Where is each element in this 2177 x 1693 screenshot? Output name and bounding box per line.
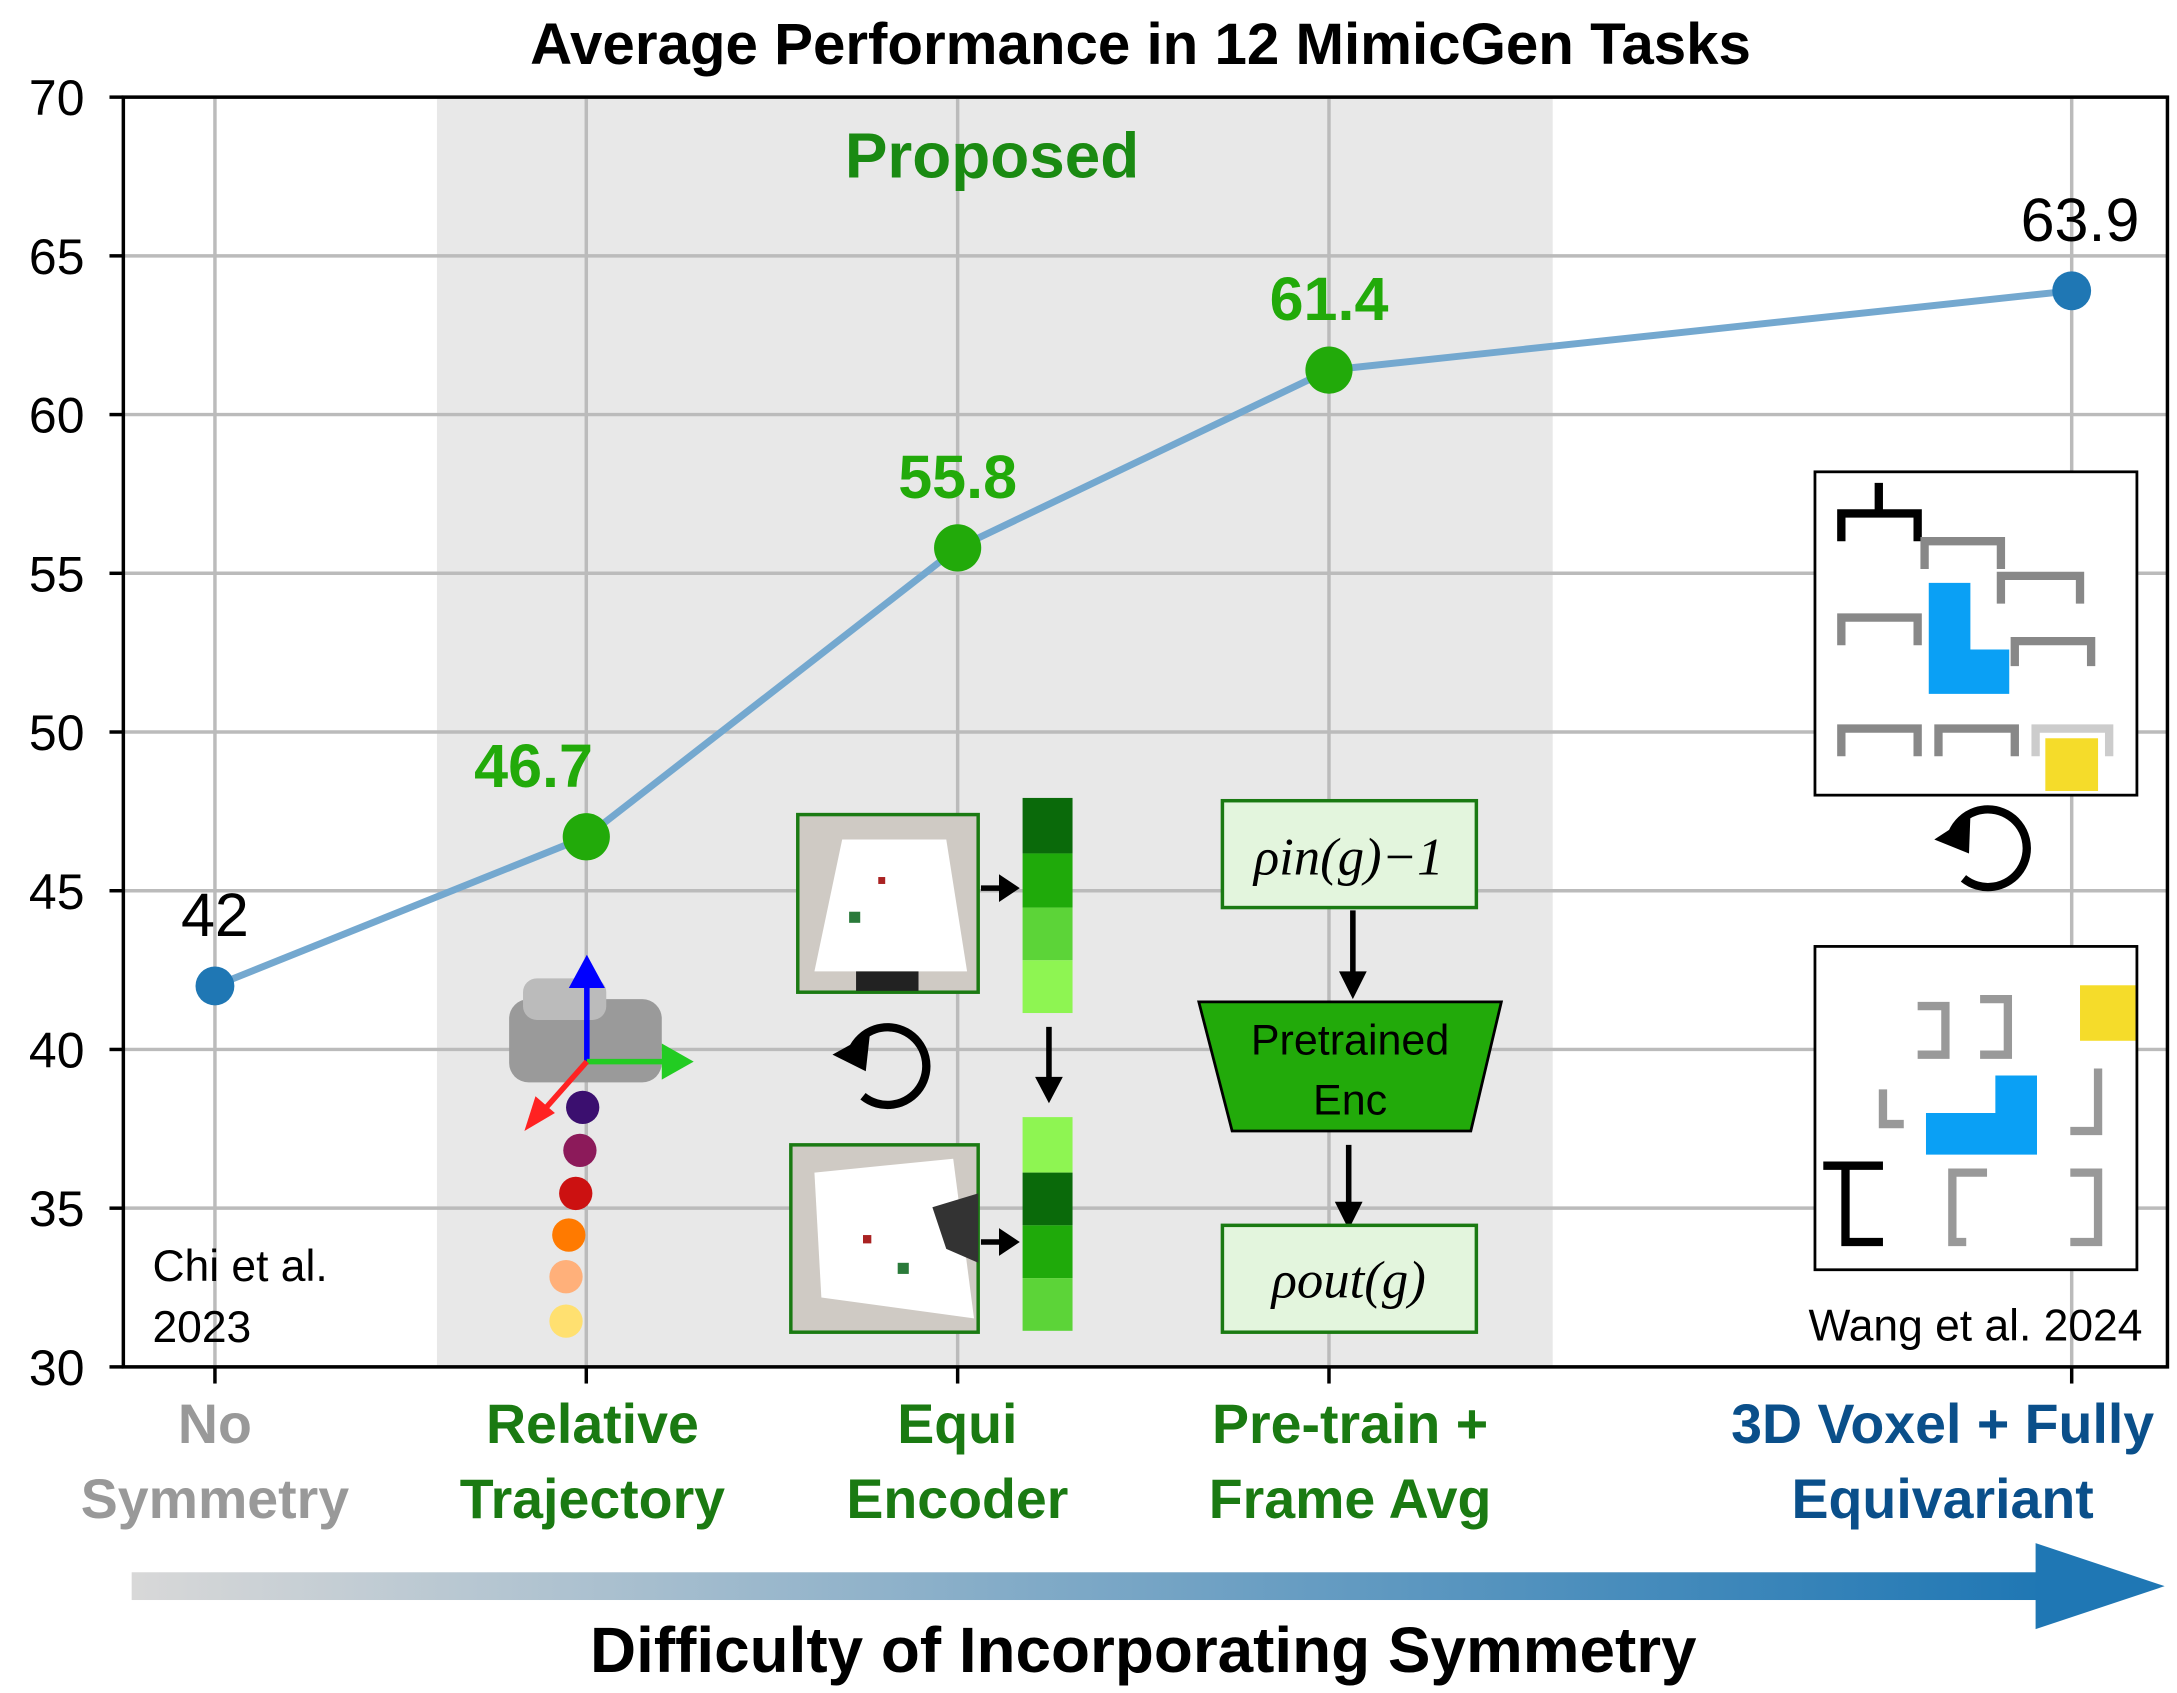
data-label: 61.4 bbox=[1270, 265, 1389, 333]
chi-ref-line2: 2023 bbox=[152, 1303, 251, 1352]
y-tick-label: 45 bbox=[29, 864, 85, 920]
proposed-label: Proposed bbox=[845, 120, 1139, 192]
robot-gripper-inset bbox=[509, 954, 694, 1338]
x-tick-label: Symmetry bbox=[81, 1468, 350, 1530]
data-point bbox=[1305, 346, 1353, 394]
chart-title: Average Performance in 12 MimicGen Tasks bbox=[530, 12, 1751, 77]
x-tick-label: Pre-train + bbox=[1212, 1393, 1488, 1455]
x-tick-label: 3D Voxel + Fully bbox=[1731, 1393, 2154, 1455]
data-label: 42 bbox=[181, 881, 249, 949]
y-tick-label: 35 bbox=[29, 1181, 85, 1237]
chi-ref-line1: Chi et al. bbox=[152, 1242, 327, 1291]
data-point bbox=[934, 524, 982, 572]
frame-avg-inset: ρin(g)−1 Pretrained Enc ρout(g) bbox=[1197, 798, 1504, 1334]
data-label: 55.8 bbox=[898, 443, 1017, 511]
data-point bbox=[2052, 271, 2092, 311]
svg-text:ρin(g)−1: ρin(g)−1 bbox=[1252, 828, 1444, 886]
equi-encoder-inset bbox=[789, 797, 1073, 1334]
x-tick-label: Relative bbox=[486, 1393, 699, 1455]
series-line-segment bbox=[584, 545, 960, 840]
x-tick-label: Encoder bbox=[846, 1468, 1068, 1530]
plot-frame bbox=[121, 95, 2170, 1369]
y-tick-label: 30 bbox=[29, 1340, 85, 1396]
y-tick-label: 70 bbox=[29, 70, 85, 126]
y-tick-label: 60 bbox=[29, 388, 85, 444]
data-label: 46.7 bbox=[474, 732, 593, 800]
y-tick-label: 40 bbox=[29, 1022, 85, 1078]
data-label: 63.9 bbox=[2021, 186, 2140, 254]
data-point bbox=[195, 966, 235, 1006]
svg-text:Enc: Enc bbox=[1313, 1076, 1387, 1124]
x-axis-label: Difficulty of Incorporating Symmetry bbox=[590, 1614, 1697, 1686]
data-point bbox=[562, 813, 610, 861]
y-tick-label: 50 bbox=[29, 705, 85, 761]
voxel-inset bbox=[1813, 470, 2139, 1272]
wang-ref: Wang et al. 2024 bbox=[1808, 1302, 2142, 1351]
y-tick-label: 65 bbox=[29, 229, 85, 285]
series-line-segment bbox=[956, 367, 1331, 552]
x-tick-label: Frame Avg bbox=[1209, 1468, 1492, 1530]
y-tick-label: 55 bbox=[29, 546, 85, 602]
svg-text:ρout(g): ρout(g) bbox=[1270, 1252, 1426, 1310]
x-tick-label: No bbox=[178, 1393, 252, 1455]
series-line-segment bbox=[1328, 287, 2073, 374]
x-tick-label: Trajectory bbox=[460, 1468, 725, 1530]
difficulty-arrow bbox=[131, 1543, 2165, 1630]
x-tick-label: Equivariant bbox=[1792, 1468, 2094, 1530]
x-tick-label: Equi bbox=[897, 1393, 1017, 1455]
series-line-segment bbox=[213, 833, 588, 990]
svg-text:Pretrained: Pretrained bbox=[1251, 1017, 1449, 1065]
